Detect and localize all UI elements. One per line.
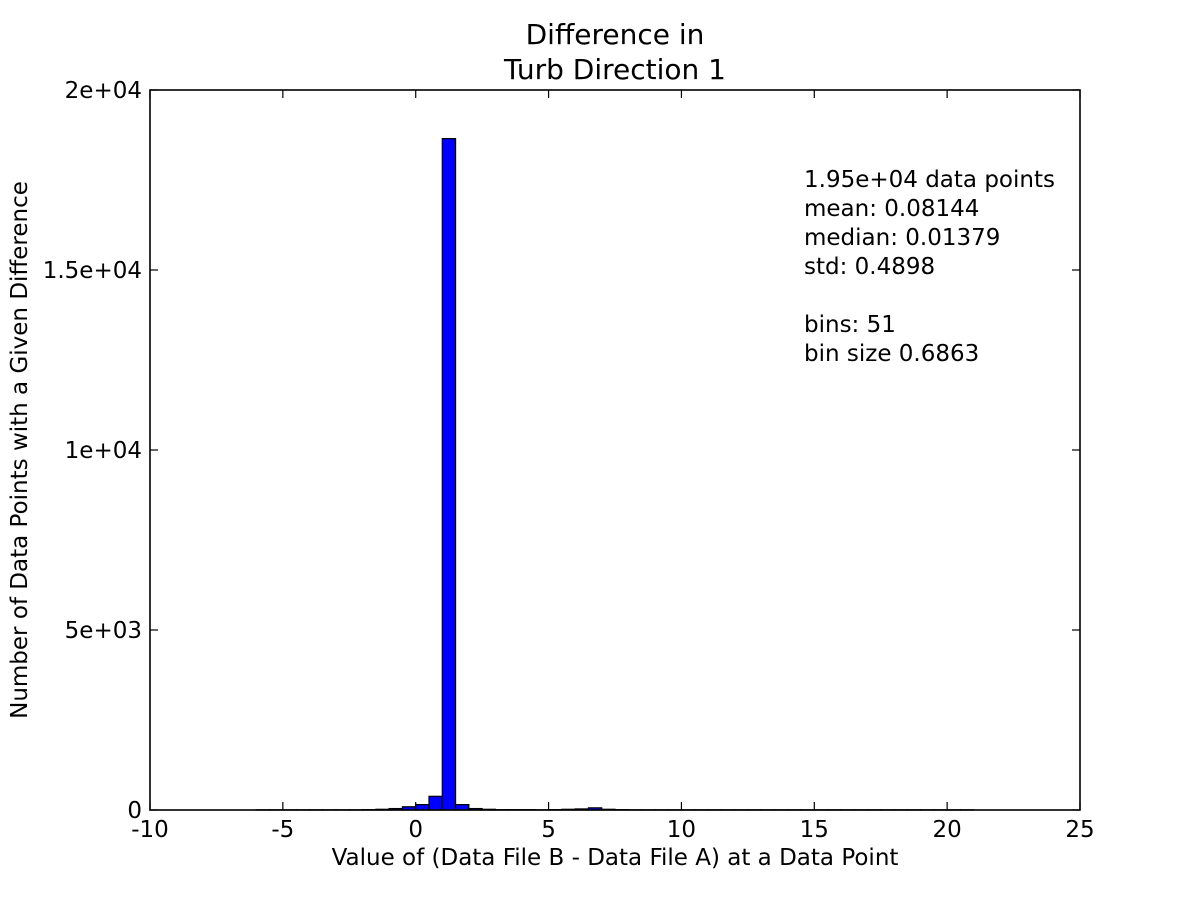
histogram-bar: [454, 803, 470, 811]
histogram-bar: [415, 803, 430, 811]
x-tick-label: 20: [933, 817, 962, 843]
chart-title-line-2: Turb Direction 1: [503, 53, 726, 86]
stats-line: bin size 0.6863: [804, 341, 979, 367]
x-tick-label: 15: [800, 817, 829, 843]
chart-title-line-1: Difference in: [526, 18, 705, 51]
histogram-bar: [441, 138, 457, 811]
stats-line: bins: 51: [804, 312, 896, 338]
y-tick-label: 5e+03: [65, 618, 142, 644]
x-tick-label: -5: [271, 817, 294, 843]
y-tick-label: 2e+04: [65, 78, 142, 104]
x-tick-label: 10: [667, 817, 696, 843]
x-axis-ticks: -10 -5 0 5 10 15 20 25: [131, 90, 1095, 843]
y-axis-ticks: 0 5e+03 1e+04 1.5e+04 2e+04: [43, 78, 1080, 824]
stats-line: std: 0.4898: [804, 254, 935, 280]
y-tick-label: 1e+04: [65, 438, 142, 464]
stats-line: mean: 0.08144: [804, 196, 979, 222]
x-tick-label: 0: [408, 817, 423, 843]
x-tick-label: 5: [541, 817, 556, 843]
stats-line: 1.95e+04 data points: [804, 167, 1055, 193]
histogram-bar: [428, 795, 443, 811]
stats-line: median: 0.01379: [804, 225, 1000, 251]
statistics-annotation: 1.95e+04 data points mean: 0.08144 median:…: [804, 167, 1055, 367]
y-tick-label: 0: [127, 798, 142, 824]
x-axis-label: Value of (Data File B - Data File A) at …: [332, 845, 899, 871]
x-tick-label: -10: [131, 817, 169, 843]
chart-title: Difference in Turb Direction 1: [503, 18, 726, 86]
x-tick-label: 25: [1065, 817, 1094, 843]
y-axis-label: Number of Data Points with a Given Diffe…: [7, 181, 33, 719]
y-tick-label: 1.5e+04: [43, 258, 142, 284]
